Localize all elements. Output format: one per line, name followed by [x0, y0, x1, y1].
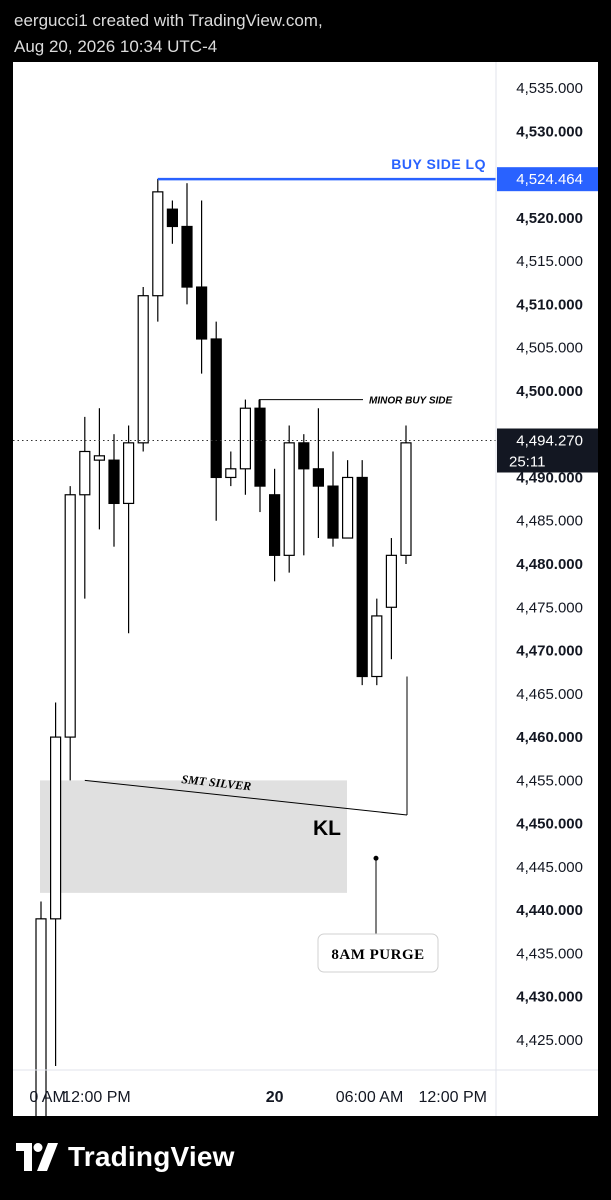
tradingview-logo-icon [16, 1143, 58, 1171]
candle-body [298, 442, 310, 470]
tradingview-brand: TradingView [68, 1141, 235, 1172]
price-tick-label: 4,490.000 [516, 469, 583, 486]
candle-body [342, 476, 354, 539]
candle-body [254, 407, 266, 487]
price-tick-label: 4,425.000 [516, 1032, 583, 1049]
candle-body [327, 485, 339, 539]
candle-body [35, 918, 47, 1116]
time-tick-label: 06:00 AM [336, 1089, 404, 1106]
candle-body [122, 442, 135, 505]
price-tick-label: 4,440.000 [516, 902, 583, 919]
buy-side-price-label: 4,524.464 [516, 171, 583, 188]
last-price-label: 4,494.270 [516, 432, 583, 449]
price-tick-label: 4,445.000 [516, 859, 583, 876]
purge-label-box [317, 933, 439, 973]
candle-body [49, 736, 62, 920]
author-line: eergucci1 created with TradingView.com, [14, 11, 323, 30]
minor-buy-side-label: MINOR BUY SIDE [369, 396, 452, 407]
smt-line [84, 779, 408, 816]
candle-body [196, 286, 208, 340]
price-tick-label: 4,530.000 [516, 123, 583, 140]
kl-label: KL [313, 817, 341, 840]
price-tick-label: 4,480.000 [516, 556, 583, 573]
time-tick-label: 0 AM [29, 1089, 65, 1106]
candle-body [181, 225, 193, 288]
candle-body [152, 191, 164, 297]
price-tick-label: 4,515.000 [516, 253, 583, 270]
price-tick-label: 4,435.000 [516, 945, 583, 962]
candle-body [225, 468, 237, 479]
chart-header: eergucci1 created with TradingView.com, … [0, 0, 611, 62]
candle-body [210, 338, 222, 479]
purge-label: 8AM PURGE [331, 947, 424, 963]
price-tick-label: 4,505.000 [516, 340, 583, 357]
chart-area[interactable]: BUY SIDE LQ MINOR BUY SIDE SMT SILVER KL 8AM… [13, 62, 598, 1116]
price-tick-label: 4,430.000 [516, 989, 583, 1006]
price-tick-label: 4,470.000 [516, 643, 583, 660]
price-tick-label: 4,475.000 [516, 599, 583, 616]
candle-body [371, 615, 383, 678]
candle-body [239, 407, 251, 470]
price-tick-label: 4,500.000 [516, 383, 583, 400]
candle-body [64, 494, 76, 738]
last-price-tag [497, 428, 598, 473]
candle-body [356, 476, 368, 678]
candle-body [137, 295, 149, 444]
price-tick-label: 4,535.000 [516, 80, 583, 97]
timestamp-line: Aug 20, 2026 10:34 UTC-4 [14, 37, 218, 56]
kl-zone [40, 780, 347, 893]
buy-side-label: BUY SIDE LQ [391, 156, 486, 172]
price-tick-label: 4,485.000 [516, 513, 583, 530]
footer [0, 1116, 611, 1200]
candle-body [108, 459, 120, 505]
price-tick-label: 4,510.000 [516, 296, 583, 313]
candle-body [93, 455, 106, 461]
price-tick-label: 4,460.000 [516, 729, 583, 746]
candle-body [269, 494, 281, 556]
price-tick-label: 4,465.000 [516, 686, 583, 703]
time-tick-label: 12:00 PM [62, 1089, 130, 1106]
candle-body [400, 442, 412, 556]
candle-body [283, 442, 295, 556]
countdown-label: 25:11 [509, 453, 545, 470]
price-tick-label: 4,450.000 [516, 816, 583, 833]
time-tick-label: 12:00 PM [418, 1089, 486, 1106]
price-tick-label: 4,520.000 [516, 210, 583, 227]
candle-body [166, 208, 178, 228]
price-tick-label: 4,455.000 [516, 772, 583, 789]
buy-side-price-tag [497, 167, 598, 192]
time-tick-label: 20 [266, 1089, 284, 1106]
candle-body [385, 554, 397, 608]
candle-body [312, 468, 324, 487]
candle-body [79, 450, 91, 496]
